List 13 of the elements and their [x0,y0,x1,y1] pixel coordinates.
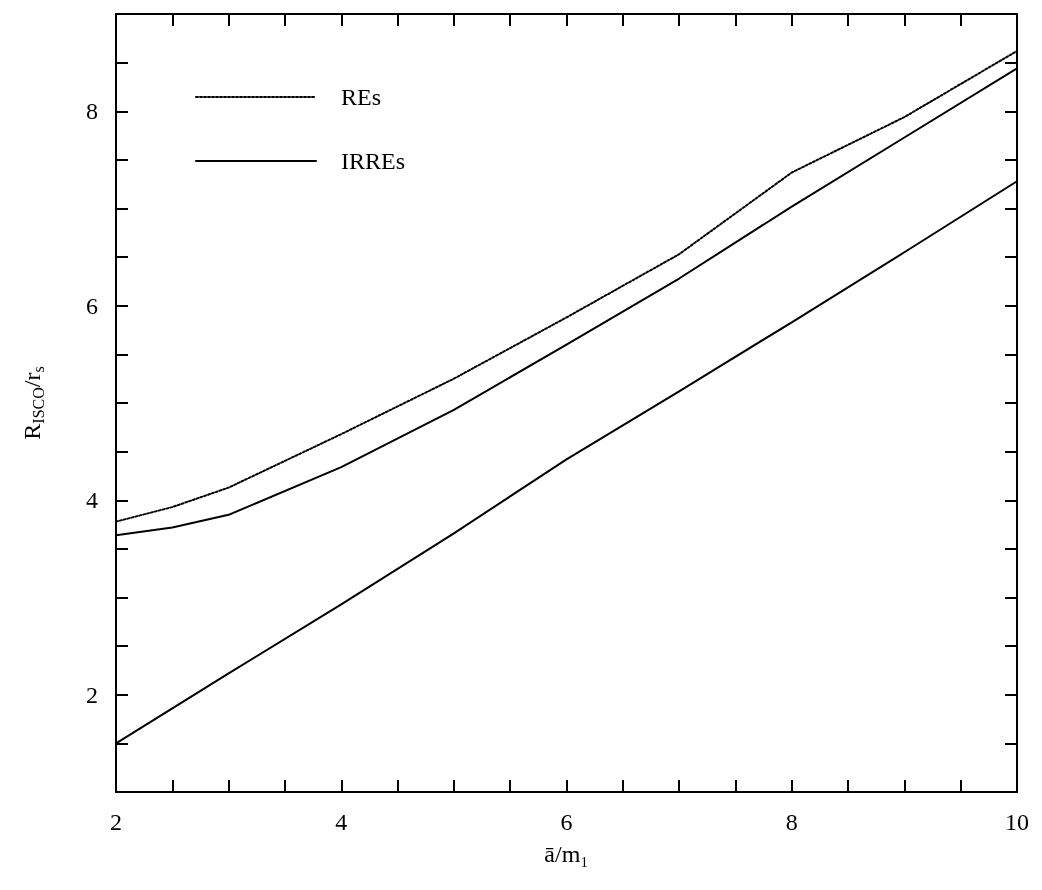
legend-label: REs [341,84,382,110]
y-tick-label: 8 [86,98,98,125]
x-tick-label: 8 [785,809,798,835]
x-axis-title: ā/m₁ [544,841,589,867]
x-tick-label: 6 [560,809,573,835]
x-tick-label: 4 [335,809,348,835]
legend-label: IRREs [341,148,406,174]
x-tick-label: 10 [1005,809,1029,835]
y-axis-title: RISCO/rs [19,366,47,440]
y-tick-label: 6 [86,292,98,319]
y-tick-label: 4 [86,487,98,514]
x-tick-label: 2 [110,809,122,835]
y-tick-label: 2 [86,681,98,708]
